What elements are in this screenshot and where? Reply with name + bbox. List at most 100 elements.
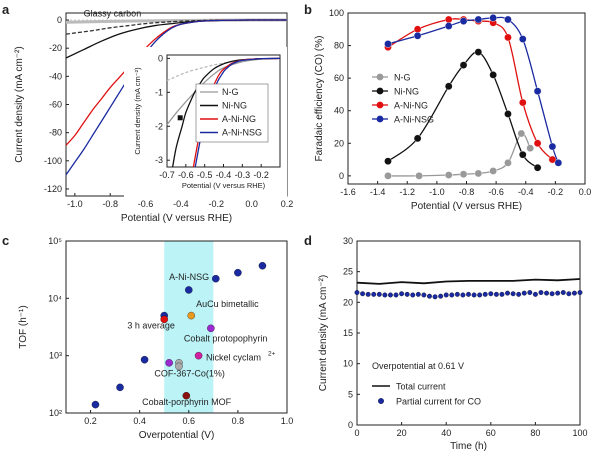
b-x-tick-label: -1.4 — [370, 187, 386, 197]
inset-y-tick-label: -2 — [155, 121, 163, 131]
partial-current-point — [399, 291, 405, 297]
b-x-tick-label: 0.0 — [579, 187, 592, 197]
d-y-tick-label: 15 — [343, 328, 353, 338]
partial-current-point — [499, 291, 505, 297]
fe-point — [518, 150, 527, 159]
tof-point — [207, 324, 215, 333]
d-y-tick-label: 5 — [348, 389, 353, 399]
partial-current-point — [432, 294, 438, 300]
panel-a: a Glassy carbon -1.0 -0.8 -0.6 -0.4 -0.2 0.0 0.2… — [2, 2, 293, 224]
d-y-axis-label: Current density (mA cm⁻²) — [318, 275, 329, 391]
fe-point — [504, 159, 512, 167]
a-x-tick-label: -0.2 — [209, 199, 225, 209]
partial-current-point — [571, 290, 577, 296]
inset-legend-label: A-Ni-NSG — [222, 128, 262, 138]
partial-current-point — [421, 292, 427, 298]
fe-point — [459, 170, 468, 179]
partial-current-point — [438, 293, 444, 299]
partial-current-point — [477, 292, 483, 298]
inset-y-tick-label: -3 — [155, 155, 163, 165]
fe-point — [384, 172, 392, 180]
panel-letter: a — [2, 2, 10, 17]
d-x-axis-label: Time (h) — [450, 441, 487, 452]
fe-point — [504, 15, 512, 24]
a-y-axis-label: Current density (mA cm⁻²) — [14, 46, 25, 162]
total-current-line — [356, 278, 581, 285]
tof-label: Cobalt protopophyrin — [184, 334, 268, 344]
fe-point — [533, 163, 542, 172]
d-x-tick-label: 0 — [354, 428, 359, 438]
tof-point — [140, 355, 149, 364]
partial-current-point — [393, 292, 399, 298]
c-x-tick-label: 0.6 — [183, 416, 196, 426]
b-legend-label: Ni-NG — [394, 87, 419, 97]
curve-ng — [65, 19, 287, 35]
d-legend-marker — [378, 398, 384, 404]
b-x-tick-label: -1.2 — [399, 187, 415, 197]
fe-point — [459, 17, 468, 25]
b-y-tick-label: 100 — [329, 8, 344, 18]
partial-current-point — [382, 292, 388, 298]
partial-current-point — [371, 291, 377, 297]
a-y-tick-label: -80 — [49, 128, 62, 138]
inset-x-tick-label: -0.2 — [253, 170, 269, 180]
b-legend-marker — [376, 115, 384, 123]
c-x-tick-label: 1.0 — [281, 416, 294, 426]
tof-point — [160, 315, 168, 324]
a-x-tick-label: -0.6 — [138, 199, 154, 209]
a-x-tick-label: 0.0 — [245, 199, 258, 209]
a-x-tick-label: -0.8 — [102, 199, 118, 209]
panel-letter: d — [304, 233, 312, 248]
b-y-tick-label: 80 — [334, 41, 344, 51]
fe-point — [526, 144, 534, 152]
partial-current-point — [516, 291, 522, 297]
partial-current-point — [538, 290, 544, 295]
fe-curve-2 — [387, 18, 553, 161]
inset-x-tick-label: -0.7 — [159, 170, 175, 180]
c-x-tick-label: 0.4 — [133, 416, 146, 426]
inset-curve-ng — [166, 57, 281, 126]
inset-marker — [177, 115, 183, 121]
partial-current-point — [566, 291, 572, 297]
a-x-tick-label: 0.2 — [281, 199, 294, 209]
d-y-tick-label: 10 — [343, 359, 353, 369]
plot-frame — [65, 240, 288, 414]
d-x-tick-label: 40 — [441, 428, 451, 438]
b-x-tick-label: -0.2 — [548, 187, 564, 197]
partial-current-point — [410, 292, 416, 298]
fe-point — [413, 25, 422, 34]
partial-current-point — [555, 290, 561, 296]
inset-x-axis-label: Potential (V versus RHE) — [182, 181, 266, 190]
tof-label: 3 h average — [127, 320, 175, 330]
inset-y-tick-label: 0 — [158, 53, 163, 63]
a-y-tick-label: 0 — [57, 15, 62, 25]
d-x-tick-label: 100 — [572, 428, 587, 438]
d-y-tick-label: 20 — [343, 297, 353, 307]
partial-current-point — [376, 291, 382, 297]
partial-current-point — [482, 291, 488, 297]
partial-current-point — [544, 290, 549, 296]
partial-current-point — [354, 290, 360, 295]
partial-current-point — [443, 292, 449, 298]
b-y-tick-label: 60 — [334, 73, 344, 83]
a-x-axis-label: Potential (V versus RHE) — [121, 213, 232, 224]
d-y-tick-label: 25 — [343, 267, 353, 277]
panel-letter: b — [304, 2, 312, 17]
tof-point — [175, 362, 183, 371]
tof-point — [187, 311, 195, 320]
inset-y-tick-label: -1 — [155, 87, 163, 97]
fe-point — [474, 48, 483, 56]
tof-point — [165, 359, 173, 367]
c-x-tick-label: 0.2 — [84, 416, 97, 426]
fe-point — [489, 167, 497, 175]
partial-current-point — [388, 292, 393, 298]
panel-b: b -1.6 -1.4 -1.2 -1.0 -0.8 -0.6 -0.4 -0.2 0.0 0 20 4… — [304, 2, 591, 212]
tof-label-superscript: 2+ — [268, 351, 276, 358]
fe-point — [518, 35, 527, 43]
a-x-tick-label: -0.4 — [173, 199, 189, 209]
b-x-axis-label: Potential (V versus RHE) — [411, 201, 522, 212]
tof-label: Cobalt-porphyrin MOF — [142, 397, 232, 407]
b-x-tick-label: -0.4 — [518, 187, 534, 197]
tof-point — [182, 391, 191, 400]
b-legend-marker — [376, 73, 384, 81]
